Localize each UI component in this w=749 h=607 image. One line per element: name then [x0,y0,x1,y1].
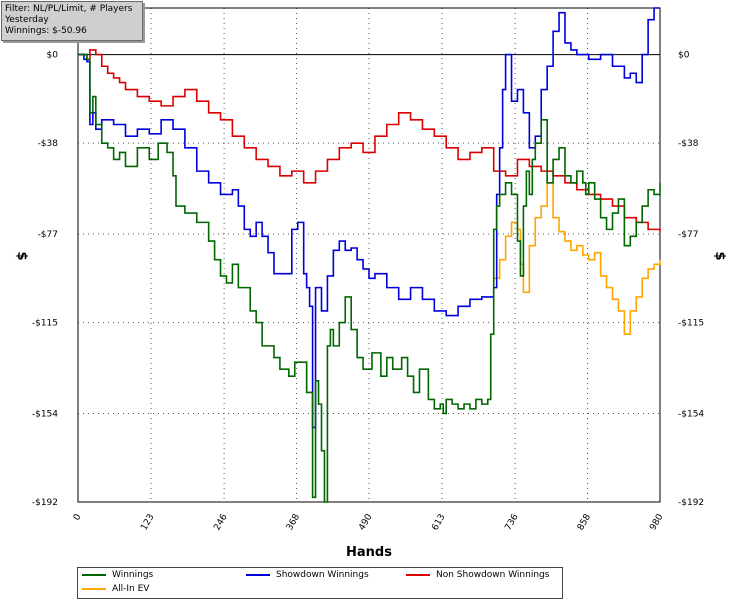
y-tick-label-left: -$77 [38,230,58,240]
grid [78,8,660,502]
y-tick-label-right: -$38 [678,139,699,149]
y-tick-label-left: -$115 [32,319,58,329]
x-tick-label: 0 [72,512,84,522]
x-tick-label: 736 [503,512,520,532]
filter-info-box: Filter: NL/PL/Limit, # Players Yesterday… [1,1,143,41]
x-axis-title: Hands [346,545,392,560]
series-line-winnings [78,53,661,503]
y-tick-label-right: -$77 [678,230,698,240]
legend-label-winnings: Winnings [112,570,154,580]
plot-frame [77,7,661,503]
plot-background [78,8,660,502]
legend: Winnings Showdown Winnings Non Showdown … [77,567,563,599]
series-line-non-showdown-winnings [78,49,661,232]
y-tick-label-left: -$38 [38,139,59,149]
x-tick-label: 123 [139,513,156,533]
x-tick-label: 490 [357,512,374,532]
y-tick-label-right: -$192 [678,498,704,508]
y-axis-title-left: $ [14,251,29,260]
series-layer [78,7,661,503]
legend-swatch-winnings [82,574,106,576]
y-axis-title-right: $ [712,251,727,260]
legend-label-all-in-ev: All-In EV [112,584,150,594]
legend-label-non-showdown: Non Showdown Winnings [436,570,550,580]
legend-swatch-all-in-ev [82,588,106,590]
y-tick-label-left: -$192 [32,498,58,508]
period-text: Yesterday [5,15,49,25]
y-tick-label-left: $0 [47,51,59,61]
legend-label-showdown: Showdown Winnings [276,570,369,580]
x-tick-label: 613 [430,513,447,533]
y-tick-label-right: -$154 [678,409,704,419]
legend-swatch-non-showdown [406,574,430,576]
x-tick-label: 368 [285,512,302,532]
y-tick-label-left: -$154 [32,409,58,419]
x-tick-label: 980 [648,512,665,532]
x-tick-label: 246 [212,512,229,532]
series-line-showdown-winnings [78,7,660,429]
filter-text: Filter: NL/PL/Limit, # Players [5,4,133,14]
y-tick-label-right: $0 [678,51,690,61]
winnings-text: Winnings: $-50.96 [5,26,87,36]
y-tick-label-right: -$115 [678,319,704,329]
legend-swatch-showdown [246,574,270,576]
x-tick-label: 858 [576,512,593,532]
